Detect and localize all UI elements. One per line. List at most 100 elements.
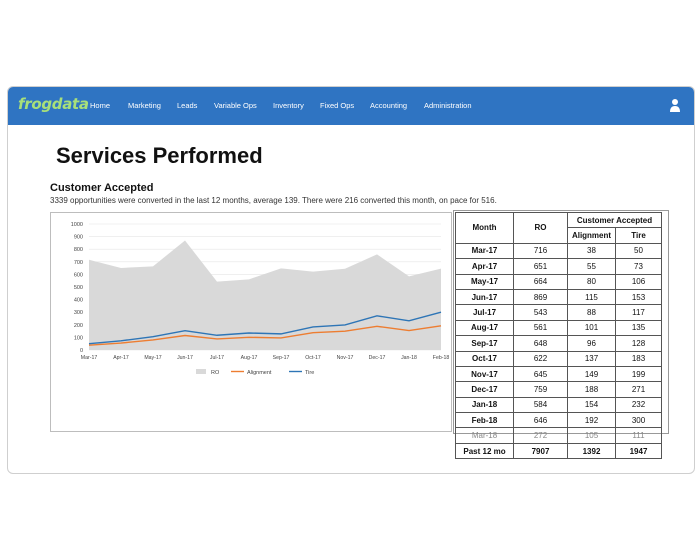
cell-alignment: 55 (567, 258, 616, 275)
y-tick-label: 400 (74, 298, 83, 304)
cell-alignment: 96 (567, 335, 616, 352)
total-tire: 1947 (615, 442, 662, 460)
cell-tire: 300 (615, 412, 662, 429)
x-tick-label: Oct-17 (305, 355, 321, 361)
table-row: May-17 664 80 106 (455, 273, 662, 290)
cell-tire: 111 (615, 427, 662, 444)
cell-month: Aug-17 (455, 319, 514, 337)
table-row: Jun-17 869 115 153 (455, 288, 662, 306)
table-row: Mar-18 272 105 111 (455, 427, 662, 444)
cell-alignment: 105 (567, 427, 616, 444)
cell-month: Sep-17 (455, 335, 514, 352)
nav-inventory[interactable]: Inventory (273, 101, 304, 110)
cell-alignment: 115 (567, 288, 616, 306)
cell-ro: 651 (513, 258, 568, 275)
cell-tire: 73 (615, 258, 662, 275)
x-tick-label: Jan-18 (401, 355, 417, 361)
y-tick-label: 700 (74, 260, 83, 266)
top-navbar: frogdata Home Marketing Leads Variable O… (8, 87, 694, 125)
col-alignment: Alignment (567, 227, 616, 244)
tire-line (88, 311, 442, 345)
col-tire: Tire (615, 227, 662, 244)
cell-tire: 199 (615, 365, 662, 383)
total-ro: 7907 (513, 442, 568, 460)
cell-month: Jan-18 (455, 396, 514, 414)
total-month: Past 12 mo (455, 442, 514, 460)
cell-month: Jul-17 (455, 304, 514, 321)
total-alignment: 1392 (567, 442, 616, 460)
alignment-line (88, 325, 442, 346)
nav-accounting[interactable]: Accounting (370, 101, 408, 110)
table-row: Sep-17 648 96 128 (455, 335, 662, 352)
cell-alignment: 38 (567, 242, 616, 260)
cell-tire: 153 (615, 288, 662, 306)
legend-alignment-label: Alignment (247, 370, 272, 376)
cell-ro: 543 (513, 304, 568, 321)
cell-ro: 584 (513, 396, 568, 414)
cell-tire: 128 (615, 335, 662, 352)
cell-month: May-17 (455, 273, 514, 290)
y-tick-label: 500 (74, 285, 83, 291)
y-tick-label: 300 (74, 310, 83, 316)
cell-ro: 869 (513, 288, 568, 306)
cell-ro: 622 (513, 350, 568, 367)
frogdata-logo[interactable]: frogdata (18, 95, 89, 113)
col-month: Month (455, 212, 514, 244)
cell-month: Mar-18 (455, 427, 514, 444)
cell-alignment: 192 (567, 412, 616, 429)
cell-tire: 50 (615, 242, 662, 260)
y-tick-label: 200 (74, 323, 83, 329)
cell-month: Dec-17 (455, 381, 514, 398)
table-row: Apr-17 651 55 73 (455, 258, 662, 275)
x-tick-label: Apr-17 (113, 355, 129, 361)
summary-text: 3339 opportunities were converted in the… (50, 196, 497, 205)
nav-leads[interactable]: Leads (177, 101, 198, 110)
nav-home[interactable]: Home (90, 101, 111, 110)
user-icon[interactable] (670, 98, 680, 112)
cell-alignment: 88 (567, 304, 616, 321)
total-row: Past 12 mo 7907 1392 1947 (455, 442, 662, 460)
cell-ro: 759 (513, 381, 568, 398)
table-row: Mar-17 716 38 50 (455, 242, 662, 260)
legend-tire-label: Tire (305, 370, 314, 376)
cell-ro: 272 (513, 427, 568, 444)
cell-month: Mar-17 (455, 242, 514, 260)
legend-ro-label: RO (211, 370, 220, 376)
table-row: Dec-17 759 188 271 (455, 381, 662, 398)
table-row: Nov-17 645 149 199 (455, 365, 662, 383)
cell-ro: 648 (513, 335, 568, 352)
cell-tire: 106 (615, 273, 662, 290)
cell-tire: 183 (615, 350, 662, 367)
y-tick-label: 0 (80, 348, 83, 354)
cell-alignment: 154 (567, 396, 616, 414)
app-window: frogdata Home Marketing Leads Variable O… (7, 86, 695, 474)
x-tick-label: Feb-18 (433, 355, 450, 361)
services-table: Month RO Customer Accepted Alignment Tir… (455, 211, 662, 460)
table-row: Oct-17 622 137 183 (455, 350, 662, 367)
y-tick-label: 1000 (71, 222, 83, 228)
table-row: Jan-18 584 154 232 (455, 396, 662, 414)
table-row: Aug-17 561 101 135 (455, 319, 662, 337)
cell-ro: 645 (513, 365, 568, 383)
x-tick-label: Jul-17 (210, 355, 224, 361)
nav-variable-ops[interactable]: Variable Ops (214, 101, 257, 110)
nav-marketing[interactable]: Marketing (128, 101, 161, 110)
nav-fixed-ops[interactable]: Fixed Ops (320, 101, 355, 110)
nav-administration[interactable]: Administration (424, 101, 472, 110)
x-tick-label: Nov-17 (337, 355, 354, 361)
col-group-customer-accepted: Customer Accepted (567, 211, 662, 229)
col-ro: RO (513, 212, 568, 244)
cell-tire: 232 (615, 396, 662, 414)
x-tick-label: Aug-17 (241, 355, 258, 361)
x-tick-label: Sep-17 (273, 355, 290, 361)
cell-month: Apr-17 (455, 258, 514, 275)
cell-tire: 117 (615, 304, 662, 321)
y-tick-label: 600 (74, 272, 83, 278)
cell-alignment: 101 (567, 319, 616, 337)
table-row: Jul-17 543 88 117 (455, 304, 662, 321)
y-tick-label: 900 (74, 235, 83, 241)
cell-month: Feb-18 (455, 412, 514, 429)
cell-ro: 716 (513, 242, 568, 260)
chart-svg: 0 100 200 300 400 500 600 700 800 900 1000 Mar-17 Ap… (71, 222, 450, 376)
table-row: Feb-18 646 192 300 (455, 412, 662, 429)
